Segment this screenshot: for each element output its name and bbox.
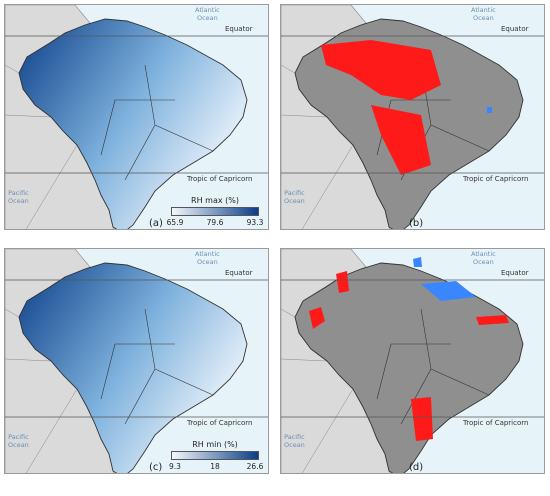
atlantic-ocean-label: Atlantic Ocean — [195, 6, 220, 22]
brazil-territory — [294, 262, 524, 473]
legend-tick: 79.6 — [206, 218, 224, 227]
legend-title: RH max (%) — [191, 196, 239, 205]
red-region — [309, 307, 325, 329]
tropic-label: Tropic of Capricorn — [187, 419, 253, 427]
legend-tick: 65.9 — [166, 218, 184, 227]
map-panel-c: Atlantic Ocean Equator Pacific Ocean Tropic… — [4, 248, 269, 474]
map-canvas-d — [281, 249, 544, 473]
legend-c: RH min (%) 9.3 18 26.6 — [165, 440, 265, 472]
map-panel-b: Atlantic Ocean Equator Pacific Ocean Tropic… — [280, 4, 545, 230]
equator-label: Equator — [225, 25, 253, 33]
map-panel-a: Atlantic Ocean Equator Pacific Ocean Tropic… — [4, 4, 269, 230]
brazil-territory — [18, 262, 248, 473]
atlantic-ocean-label: Atlantic Ocean — [471, 6, 496, 22]
tropic-label: Tropic of Capricorn — [463, 175, 529, 183]
equator-label: Equator — [225, 269, 253, 277]
equator-label: Equator — [501, 25, 529, 33]
legend-tick: 93.3 — [246, 218, 264, 227]
tropic-label: Tropic of Capricorn — [463, 419, 529, 427]
map-canvas-b — [281, 5, 544, 229]
legend-colorbar — [171, 451, 259, 460]
legend-tick: 26.6 — [246, 462, 264, 471]
brazil-territory — [18, 18, 248, 229]
pacific-ocean-label: Pacific Ocean — [284, 433, 305, 449]
legend-tick: 9.3 — [169, 462, 181, 471]
map-panel-d: Atlantic Ocean Equator Pacific Ocean Tropic… — [280, 248, 545, 474]
panel-label-d: (d) — [409, 462, 424, 473]
blue-region — [487, 107, 492, 113]
pacific-ocean-label: Pacific Ocean — [8, 189, 29, 205]
tropic-label: Tropic of Capricorn — [187, 175, 253, 183]
map-canvas-c — [5, 249, 268, 473]
red-region — [321, 40, 441, 100]
blue-region — [413, 257, 422, 267]
red-region — [336, 271, 349, 293]
legend-colorbar — [171, 207, 259, 216]
panel-label-a: (a) — [149, 218, 163, 229]
red-region — [371, 105, 431, 175]
red-region — [476, 315, 509, 325]
legend-title: RH min (%) — [192, 440, 238, 449]
blue-region — [421, 281, 476, 301]
pacific-ocean-label: Pacific Ocean — [8, 433, 29, 449]
panel-label-b: (b) — [409, 218, 424, 229]
atlantic-ocean-label: Atlantic Ocean — [471, 250, 496, 266]
red-region — [411, 397, 433, 441]
atlantic-ocean-label: Atlantic Ocean — [195, 250, 220, 266]
panel-label-c: (c) — [149, 462, 163, 473]
map-canvas-a — [5, 5, 268, 229]
pacific-ocean-label: Pacific Ocean — [284, 189, 305, 205]
legend-a: RH max (%) 65.9 79.6 93.3 — [165, 196, 265, 228]
equator-label: Equator — [501, 269, 529, 277]
legend-tick: 18 — [210, 462, 220, 471]
